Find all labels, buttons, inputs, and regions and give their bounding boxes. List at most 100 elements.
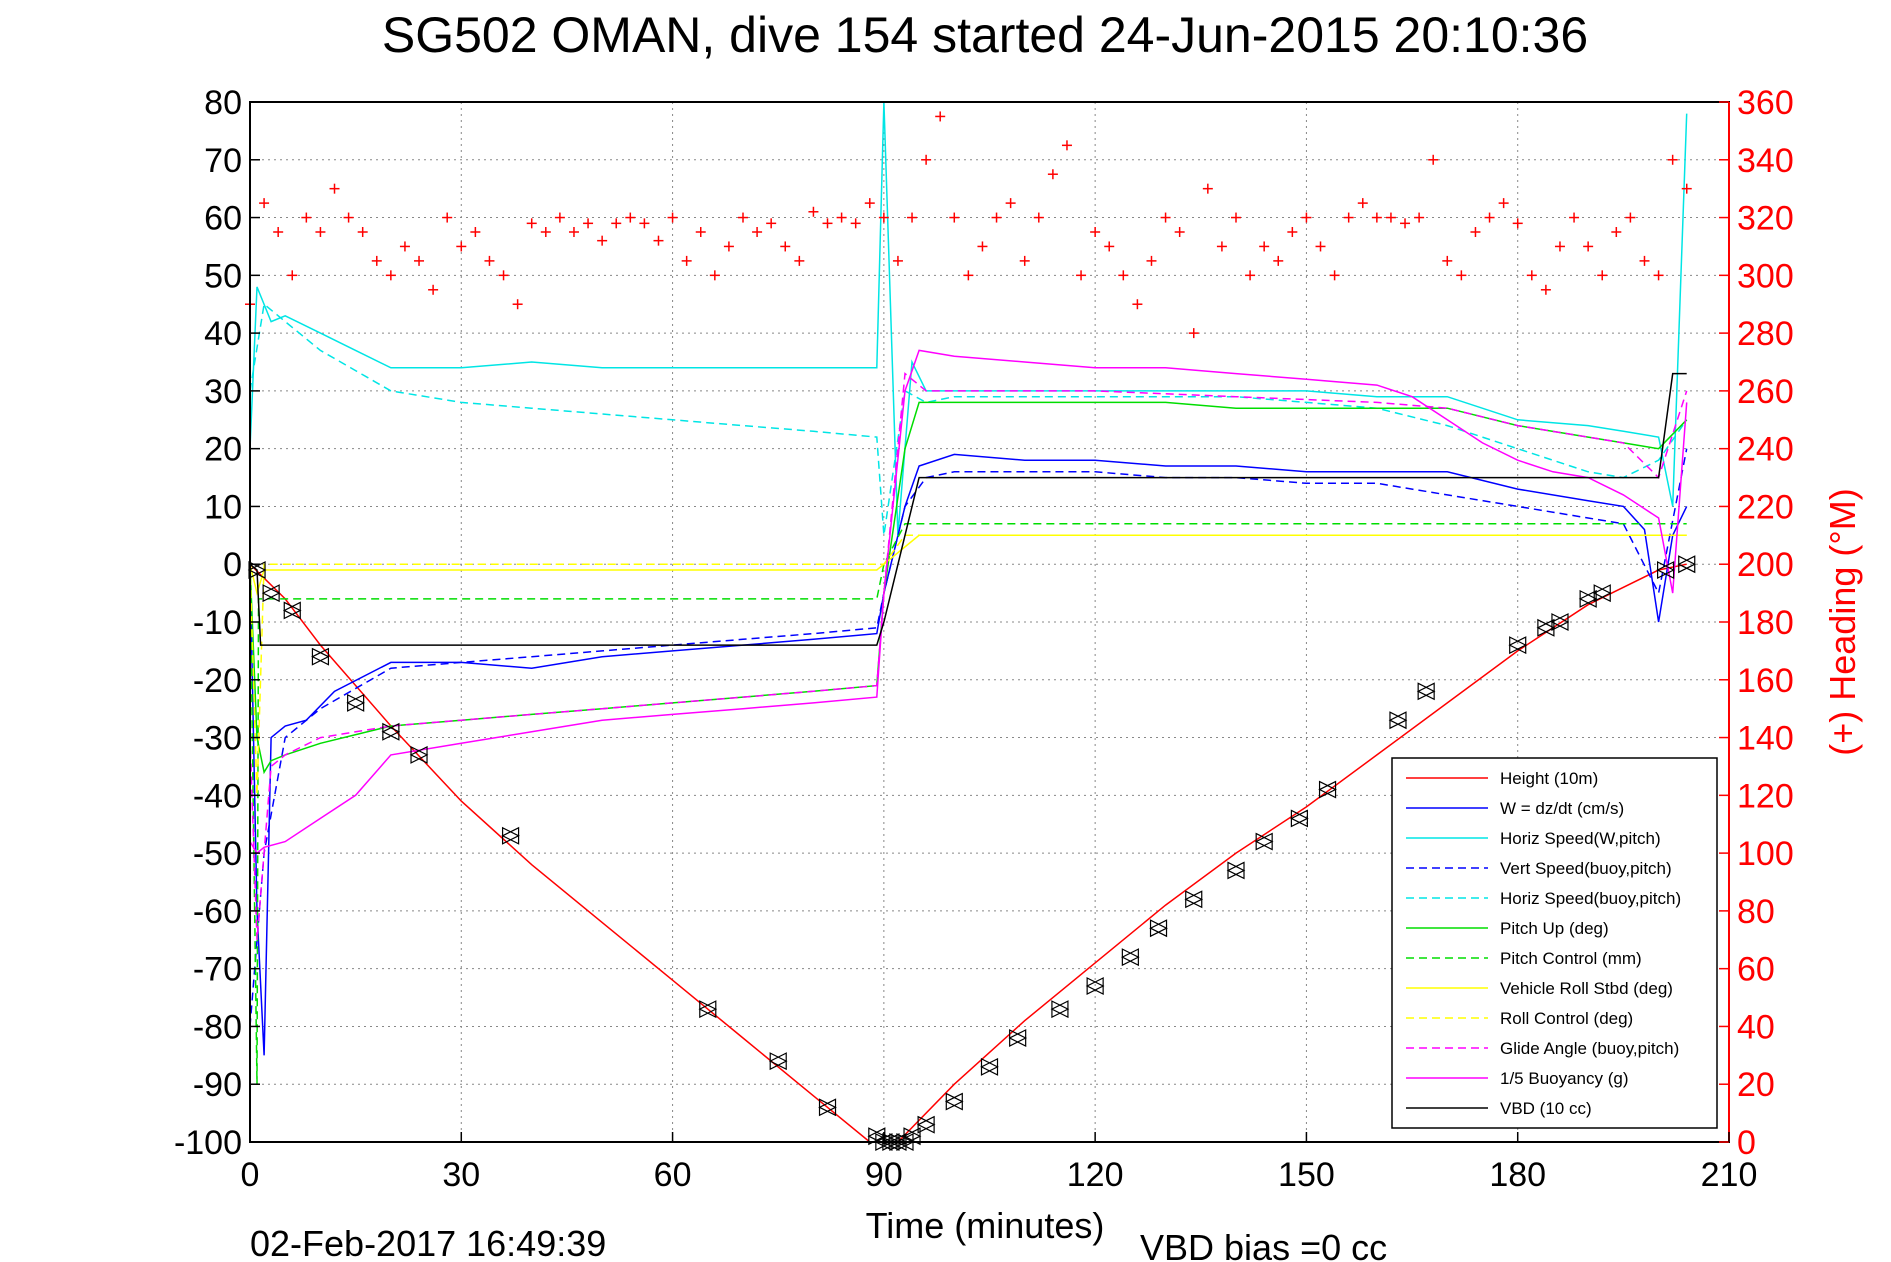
depth-marker — [818, 1098, 837, 1117]
heading-point — [371, 255, 382, 266]
series-line-2 — [249, 101, 1688, 536]
depth-marker — [944, 1092, 964, 1111]
legend-entry: VBD (10 cc) — [1406, 1099, 1592, 1118]
depth-marker — [867, 1127, 887, 1146]
heading-point — [456, 241, 467, 252]
right-tick-label: 160 — [1737, 662, 1794, 700]
depth-marker — [768, 1052, 788, 1071]
left-tick-label: 70 — [204, 142, 242, 180]
series-line-5 — [249, 401, 1688, 775]
heading-point — [1371, 212, 1382, 223]
right-tick-label: 120 — [1737, 777, 1794, 815]
heading-point — [1540, 284, 1551, 295]
heading-point — [935, 111, 946, 122]
left-tick-label: 10 — [204, 488, 242, 526]
x-tick-label: 90 — [865, 1156, 903, 1194]
heading-point — [597, 235, 608, 246]
depth-marker — [1184, 890, 1204, 909]
left-tick-label: -30 — [193, 720, 242, 758]
left-tick-label: -20 — [193, 662, 242, 700]
footer-vbd-bias: VBD bias =0 cc — [1140, 1227, 1387, 1262]
legend-entry: Horiz Speed(W,pitch) — [1406, 829, 1661, 848]
heading-point — [470, 227, 481, 237]
left-tick-label: -60 — [193, 893, 242, 931]
heading-point — [709, 270, 720, 281]
legend-label: Height (10m) — [1500, 769, 1598, 788]
depth-marker — [1578, 589, 1598, 608]
heading-point — [808, 206, 819, 217]
series-line-7 — [249, 534, 1687, 596]
depth-marker — [1550, 613, 1570, 631]
heading-point — [1625, 212, 1636, 223]
heading-point — [1259, 241, 1270, 252]
legend-box — [1391, 757, 1718, 1129]
heading-point — [794, 255, 805, 266]
heading-point — [907, 212, 918, 223]
x-tick-label: 210 — [1701, 1156, 1758, 1194]
left-tick-label: 0 — [223, 546, 242, 584]
right-tick-label: 280 — [1737, 315, 1794, 353]
right-tick-label: 80 — [1737, 893, 1775, 931]
heading-point — [1400, 218, 1411, 229]
heading-series — [245, 111, 1692, 339]
legend-label: Vert Speed(buoy,pitch) — [1500, 859, 1672, 878]
heading-point — [1287, 227, 1298, 237]
depth-marker — [409, 745, 429, 764]
right-tick-label: 100 — [1737, 835, 1794, 873]
heading-point — [723, 241, 734, 252]
heading-point — [1146, 255, 1157, 266]
heading-point — [1202, 183, 1213, 194]
heading-point — [752, 227, 763, 237]
x-axis-ticks: 0 30 60 90 120 150 180 210 — [241, 1132, 1758, 1194]
left-tick-label: -100 — [174, 1124, 242, 1162]
heading-point — [1653, 270, 1664, 281]
depth-markers — [247, 555, 1697, 1151]
right-tick-label: 240 — [1737, 431, 1794, 469]
heading-point — [949, 212, 960, 223]
left-tick-label: 20 — [204, 431, 242, 469]
legend-label: Roll Control (deg) — [1500, 1009, 1633, 1028]
depth-marker — [1226, 861, 1246, 880]
heading-point — [1385, 212, 1396, 223]
right-tick-label: 180 — [1737, 604, 1794, 642]
heading-point — [1315, 241, 1326, 252]
heading-point — [414, 255, 425, 266]
heading-point — [1583, 241, 1594, 252]
heading-point — [977, 241, 988, 252]
legend-entry: Height (10m) — [1406, 769, 1598, 788]
depth-marker — [311, 647, 330, 666]
heading-point — [892, 255, 903, 266]
left-tick-label: -10 — [193, 604, 242, 642]
heading-point — [822, 218, 833, 229]
legend-entry: W = dz/dt (cm/s) — [1406, 799, 1624, 818]
heading-point — [1442, 255, 1453, 266]
heading-point — [878, 212, 889, 223]
heading-point — [343, 212, 354, 223]
depth-marker — [1290, 809, 1309, 828]
heading-point — [498, 270, 509, 281]
heading-point — [1498, 198, 1509, 209]
legend: Height (10m) W = dz/dt (cm/s) Horiz Speed(… — [1391, 757, 1718, 1129]
heading-point — [639, 218, 650, 229]
depth-marker — [1388, 711, 1408, 730]
depth-marker — [381, 722, 401, 741]
heading-point — [1343, 212, 1354, 223]
heading-point — [1470, 227, 1481, 237]
heading-point — [1005, 198, 1016, 209]
legend-label: VBD (10 cc) — [1500, 1099, 1592, 1118]
heading-point — [1414, 212, 1425, 223]
heading-point — [287, 270, 298, 281]
heading-point — [1301, 212, 1312, 223]
heading-point — [428, 284, 439, 295]
legend-label: Glide Angle (buoy,pitch) — [1500, 1039, 1679, 1058]
heading-point — [259, 198, 270, 209]
depth-marker — [916, 1115, 936, 1134]
heading-point — [1216, 241, 1227, 252]
legend-label: Pitch Control (mm) — [1500, 949, 1642, 968]
series-line-11 — [249, 372, 1687, 646]
right-tick-label: 340 — [1737, 142, 1794, 180]
depth-marker — [1254, 832, 1274, 851]
x-tick-label: 30 — [442, 1156, 480, 1194]
left-tick-label: -70 — [193, 951, 242, 989]
